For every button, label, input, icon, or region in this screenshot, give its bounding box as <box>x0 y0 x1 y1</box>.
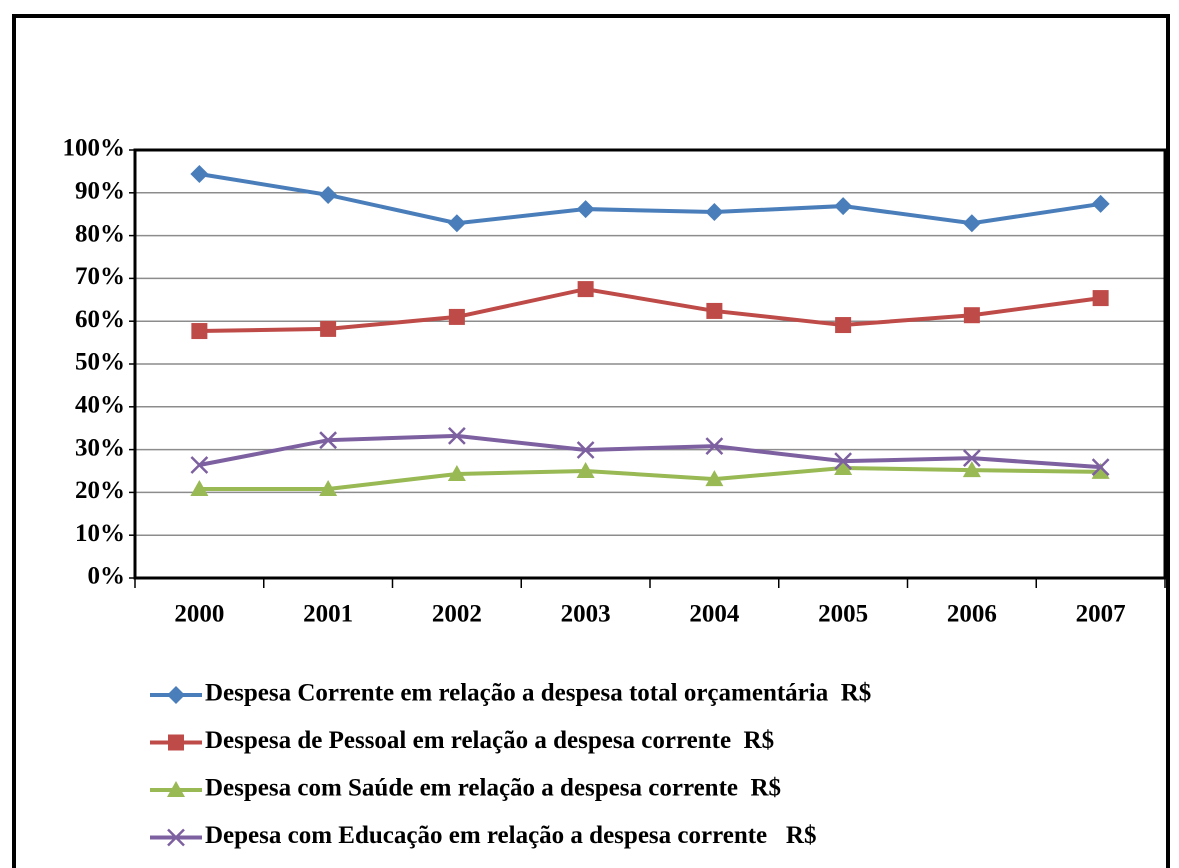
legend-label: Despesa Corrente em relação a despesa to… <box>205 680 871 707</box>
point-marker <box>963 307 980 324</box>
series-line <box>199 466 1101 491</box>
y-tick-label: 10% <box>75 520 125 547</box>
series-line <box>199 287 1101 334</box>
point-marker <box>705 437 724 456</box>
legend-label: Despesa com Saúde em relação a despesa c… <box>205 775 781 802</box>
series-line <box>198 433 1101 470</box>
x-tick-label: 2003 <box>561 601 611 628</box>
point-marker <box>320 320 337 337</box>
point-marker <box>576 462 595 478</box>
legend-marker <box>167 781 185 797</box>
legend-marker <box>168 734 184 751</box>
x-tick-label: 2000 <box>174 601 224 628</box>
point-marker <box>448 308 465 325</box>
point-marker <box>191 323 208 340</box>
point-marker <box>319 479 338 496</box>
x-tick-label: 2007 <box>1076 601 1126 628</box>
y-tick-label: 30% <box>75 434 125 461</box>
y-tick-label: 100% <box>63 135 126 162</box>
series-line <box>199 171 1101 226</box>
point-marker <box>1092 290 1109 307</box>
point-marker <box>577 281 594 298</box>
legend-marker <box>167 828 185 847</box>
y-tick-label: 20% <box>75 477 125 504</box>
y-tick-label: 40% <box>75 392 125 419</box>
point-marker <box>962 449 981 468</box>
legend-label: Depesa com Educação em relação a despesa… <box>205 822 816 849</box>
y-tick-label: 90% <box>75 178 125 205</box>
point-marker <box>705 470 724 487</box>
y-tick-label: 0% <box>88 563 126 590</box>
point-marker <box>962 461 981 478</box>
y-tick-label: 70% <box>75 263 125 290</box>
point-marker <box>834 452 853 471</box>
y-tick-label: 50% <box>75 349 125 376</box>
point-marker <box>190 479 209 496</box>
legend-label: Despesa de Pessoal em relação a despesa … <box>205 727 774 754</box>
chart-border <box>12 14 1170 868</box>
point-marker <box>447 464 466 481</box>
point-marker <box>319 185 338 204</box>
x-tick-label: 2005 <box>818 601 868 628</box>
point-marker <box>706 302 723 319</box>
x-tick-label: 2001 <box>303 601 353 628</box>
point-marker <box>447 427 466 445</box>
point-marker <box>576 200 595 219</box>
point-marker <box>835 317 852 334</box>
point-marker <box>319 431 338 450</box>
point-marker <box>190 456 209 474</box>
point-marker <box>1091 458 1110 477</box>
point-marker <box>1091 462 1110 479</box>
x-tick-label: 2002 <box>432 601 482 628</box>
point-marker <box>834 459 853 476</box>
y-tick-label: 60% <box>75 306 125 333</box>
point-marker <box>834 197 853 216</box>
y-tick-label: 80% <box>75 220 125 247</box>
x-tick-label: 2004 <box>689 601 740 628</box>
point-marker <box>1091 194 1110 213</box>
legend-marker <box>167 686 185 704</box>
point-marker <box>447 214 466 233</box>
point-marker <box>705 203 724 222</box>
x-tick-label: 2006 <box>947 601 997 628</box>
point-marker <box>190 164 209 183</box>
point-marker <box>962 214 981 233</box>
point-marker <box>576 441 595 459</box>
